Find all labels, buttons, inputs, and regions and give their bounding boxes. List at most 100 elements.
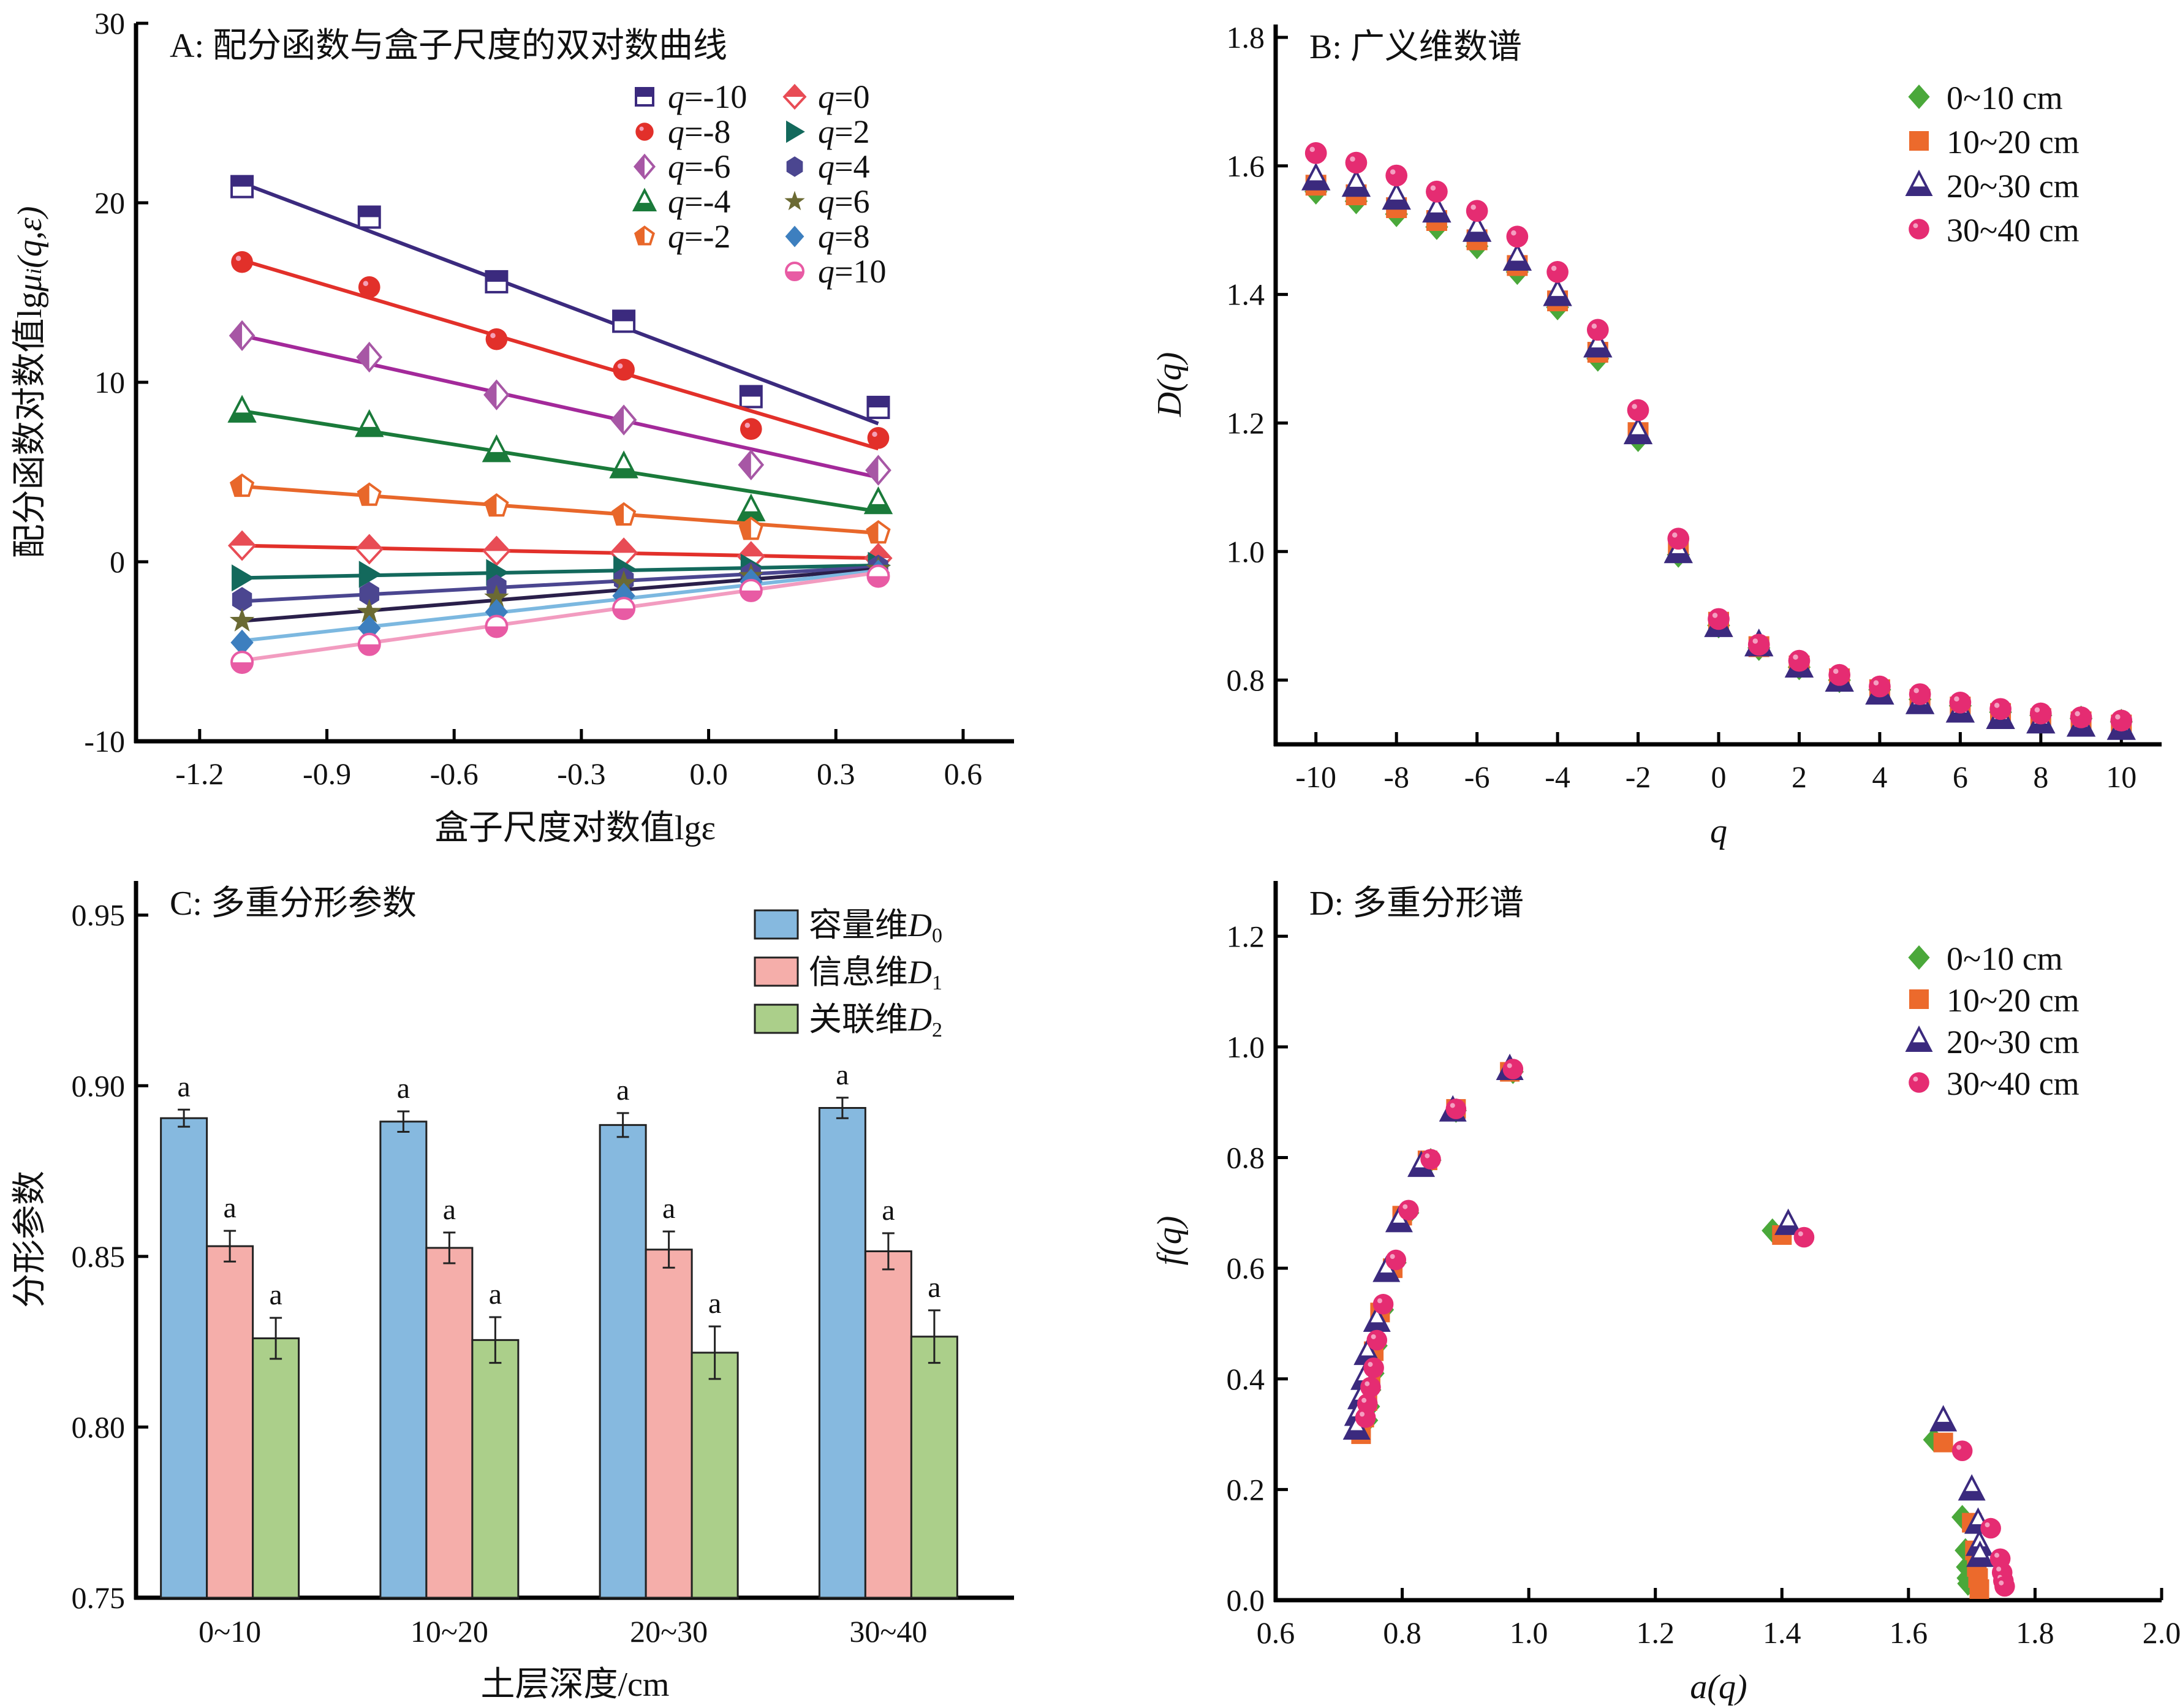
x-tick-label: -6 [1464, 760, 1490, 794]
series-q=-4 [227, 395, 893, 522]
marker-highlight [1390, 169, 1396, 175]
marker-highlight [1999, 1580, 2004, 1585]
data-point [1667, 527, 1690, 550]
marker-shape [1969, 1579, 1989, 1599]
series-q=-10 [230, 175, 890, 426]
fit-line [241, 181, 879, 426]
data-point [1788, 649, 1811, 672]
marker-highlight [1833, 668, 1839, 674]
fit-line [241, 484, 879, 535]
marker-highlight [744, 422, 751, 428]
data-point [1341, 168, 1371, 197]
series-20~30 cm [1342, 1053, 1994, 1567]
data-point [358, 276, 380, 298]
marker-shape [484, 584, 509, 608]
x-tick-label: -10 [1295, 760, 1336, 794]
marker-fill [486, 626, 507, 637]
marker-highlight [1591, 323, 1597, 329]
fit-line [241, 409, 879, 513]
data-point [1385, 1249, 1407, 1271]
y-tick-label: 0.2 [1227, 1472, 1265, 1506]
marker-shape [611, 570, 637, 594]
marker-fill [611, 539, 637, 553]
marker-shape [232, 564, 255, 592]
marker-highlight [1913, 687, 1919, 693]
x-tick-label: -0.6 [430, 757, 479, 791]
marker-highlight [1873, 680, 1879, 686]
marker-shape [784, 191, 805, 211]
legend-label: q=-2 [668, 218, 730, 255]
marker-shape [1933, 1432, 1953, 1453]
data-point [357, 482, 382, 506]
legend-label: q=4 [818, 148, 869, 185]
marker-shape [1420, 1149, 1441, 1170]
y-tick-label: 10 [94, 365, 125, 399]
data-point [1506, 225, 1529, 248]
legend: q=-10q=-8q=-6q=-4q=-2 q=0q=2q=4q=6q=8q=10 [632, 78, 886, 290]
marker-shape [786, 156, 803, 177]
legend: 0~10 cm 10~20 cm 20~30 cm 30~40 cm [1905, 940, 2080, 1102]
bar [425, 1247, 474, 1599]
data-point [355, 409, 384, 437]
y-tick-label: 0.85 [72, 1239, 126, 1274]
legend-marker [632, 187, 657, 211]
data-point [232, 564, 255, 592]
marker-fill [1907, 1042, 1931, 1051]
marker-fill [613, 608, 635, 619]
marker-shape [1398, 1200, 1419, 1221]
data-point [613, 358, 635, 381]
data-point [1422, 194, 1451, 223]
marker-fill [485, 494, 497, 517]
significance-label: a [443, 1193, 456, 1226]
significance-label: a [223, 1192, 236, 1224]
data-point [484, 493, 509, 517]
y-axis-title: 配分函数对数值lgμi(q,ε) [11, 206, 49, 558]
marker-shape [786, 120, 805, 143]
legend-swatch [754, 909, 799, 940]
legend-marker [635, 123, 654, 141]
marker-highlight [1956, 1445, 1962, 1450]
fit-line [241, 569, 879, 643]
marker-shape [635, 123, 654, 141]
bar [818, 1107, 866, 1599]
x-axis-title: a(q) [1690, 1668, 1747, 1706]
legend-label: q=8 [818, 218, 869, 255]
marker-highlight [1985, 1522, 1990, 1527]
marker-fill [1374, 1272, 1398, 1281]
marker-shape [1667, 527, 1690, 550]
marker-shape [1345, 151, 1368, 174]
marker-highlight [1377, 1298, 1382, 1304]
x-tick-label: -0.9 [303, 757, 351, 791]
legend-label: 10~20 cm [1947, 124, 2080, 161]
marker-fill [613, 504, 624, 526]
bar [206, 1245, 254, 1599]
marker-highlight [1360, 1411, 1365, 1417]
marker-highlight [1368, 1362, 1373, 1367]
legend-label: q=-4 [668, 183, 730, 220]
marker-shape [867, 426, 890, 449]
marker-highlight [2115, 714, 2121, 720]
marker-highlight [1309, 146, 1315, 153]
series-q=10 [230, 564, 890, 675]
data-point [1747, 633, 1770, 656]
marker-highlight [363, 281, 369, 287]
marker-fill [1988, 719, 2013, 728]
bar [252, 1337, 300, 1599]
fit-line [241, 333, 879, 480]
fit-line [242, 563, 879, 580]
marker-fill [738, 543, 764, 557]
y-axis-title: f(q) [1151, 1216, 1189, 1266]
marker-shape [1989, 698, 2012, 720]
data-point [1708, 608, 1730, 630]
marker-shape [1426, 180, 1448, 203]
marker-shape [1949, 691, 1972, 714]
marker-shape [357, 599, 382, 623]
marker-fill [613, 311, 635, 322]
x-axis-title: 盒子尺度对数值lgε [434, 809, 716, 847]
series-30~40 cm [1355, 1059, 2015, 1597]
marker-fill [1504, 260, 1530, 270]
marker-shape [230, 629, 254, 656]
x-tick-label: 0.6 [1257, 1615, 1295, 1650]
marker-fill [358, 206, 380, 217]
marker-fill [1585, 347, 1611, 357]
